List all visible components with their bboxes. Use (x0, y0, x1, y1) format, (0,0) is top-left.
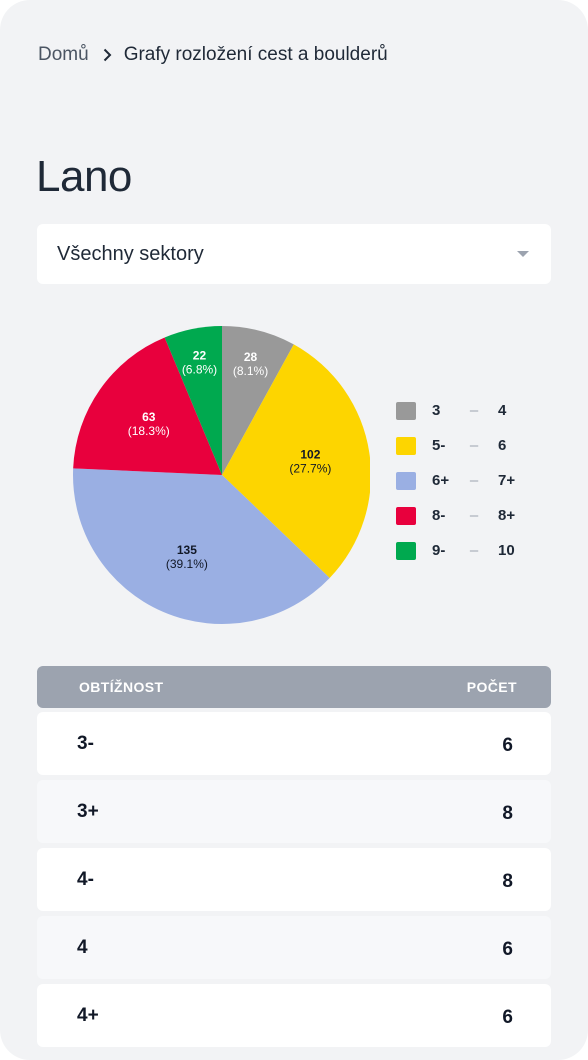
legend-swatch (396, 541, 416, 560)
breadcrumb-home-link[interactable]: Domů (38, 44, 89, 65)
pie-value-label: 135 (177, 543, 197, 557)
row-count: 6 (502, 734, 513, 756)
row-count: 8 (502, 870, 513, 892)
pie-percent-label: (27.7%) (289, 461, 331, 475)
row-count: 8 (502, 802, 513, 824)
chart-legend: 3 – 4 5- – 6 6+ – 7+ 8- – 8+ 9- – 10 (396, 393, 526, 568)
legend-swatch (396, 506, 416, 525)
pie-percent-label: (18.3%) (128, 424, 170, 438)
pie-percent-label: (39.1%) (166, 557, 208, 571)
table-header: OBTÍŽNOST POČET (37, 666, 551, 708)
pie-value-label: 22 (193, 348, 207, 362)
pie-percent-label: (6.8%) (182, 362, 217, 376)
legend-swatch (396, 471, 416, 490)
sector-select[interactable]: Všechny sektory (37, 224, 551, 284)
legend-from: 8- (432, 507, 446, 524)
page-title: Lano (36, 152, 132, 201)
breadcrumb-current: Grafy rozložení cest a boulderů (123, 44, 388, 65)
breadcrumb: Domů Grafy rozložení cest a boulderů (38, 43, 388, 67)
legend-swatch (396, 401, 416, 420)
pie-slice[interactable] (222, 326, 294, 475)
legend-to: 6 (498, 437, 507, 454)
row-count: 6 (502, 1006, 513, 1028)
table-row: 3- 6 (37, 712, 551, 775)
table-row: 3+ 8 (37, 780, 551, 843)
sector-select-value: Všechny sektory (57, 242, 204, 265)
pie-slice[interactable] (164, 326, 222, 475)
pie-slice[interactable] (73, 337, 223, 475)
legend-to: 10 (498, 542, 515, 559)
column-header-count[interactable]: POČET (466, 679, 517, 695)
legend-dash: – (469, 437, 479, 454)
legend-item[interactable]: 9- – 10 (396, 533, 526, 568)
pie-percent-label: (8.1%) (233, 364, 268, 378)
chevron-right-icon (103, 48, 112, 62)
legend-item[interactable]: 5- – 6 (396, 428, 526, 463)
table-row: 4- 8 (37, 848, 551, 911)
column-header-grade[interactable]: OBTÍŽNOST (79, 679, 164, 695)
caret-down-icon (517, 251, 529, 257)
legend-from: 9- (432, 542, 446, 559)
legend-item[interactable]: 8- – 8+ (396, 498, 526, 533)
legend-dash: – (469, 507, 479, 524)
pie-value-label: 63 (142, 410, 156, 424)
grade-pie-chart: 28(8.1%) 102(27.7%) 135(39.1%) 63(18.3%) 22(… (73, 326, 370, 624)
row-count: 6 (502, 938, 513, 960)
legend-from: 3 (432, 402, 441, 419)
row-grade: 3- (77, 732, 94, 754)
pie-value-label: 28 (244, 350, 258, 364)
legend-to: 8+ (498, 507, 516, 524)
legend-dash: – (469, 402, 479, 419)
legend-item[interactable]: 6+ – 7+ (396, 463, 526, 498)
legend-from: 5- (432, 437, 446, 454)
row-grade: 4 (77, 936, 88, 958)
row-grade: 4+ (77, 1004, 99, 1026)
table-row: 4+ 6 (37, 984, 551, 1047)
legend-dash: – (469, 472, 479, 489)
legend-to: 4 (498, 402, 507, 419)
pie-slice[interactable] (222, 344, 370, 578)
legend-to: 7+ (498, 472, 516, 489)
pie-value-label: 102 (300, 447, 320, 461)
pie-slice[interactable] (73, 468, 330, 624)
legend-from: 6+ (432, 472, 450, 489)
row-grade: 3+ (77, 800, 99, 822)
legend-dash: – (469, 542, 479, 559)
legend-item[interactable]: 3 – 4 (396, 393, 526, 428)
row-grade: 4- (77, 868, 94, 890)
table-row: 4 6 (37, 916, 551, 979)
legend-swatch (396, 436, 416, 455)
grade-table: 3- 6 3+ 8 4- 8 4 6 4+ 6 (37, 712, 551, 1052)
